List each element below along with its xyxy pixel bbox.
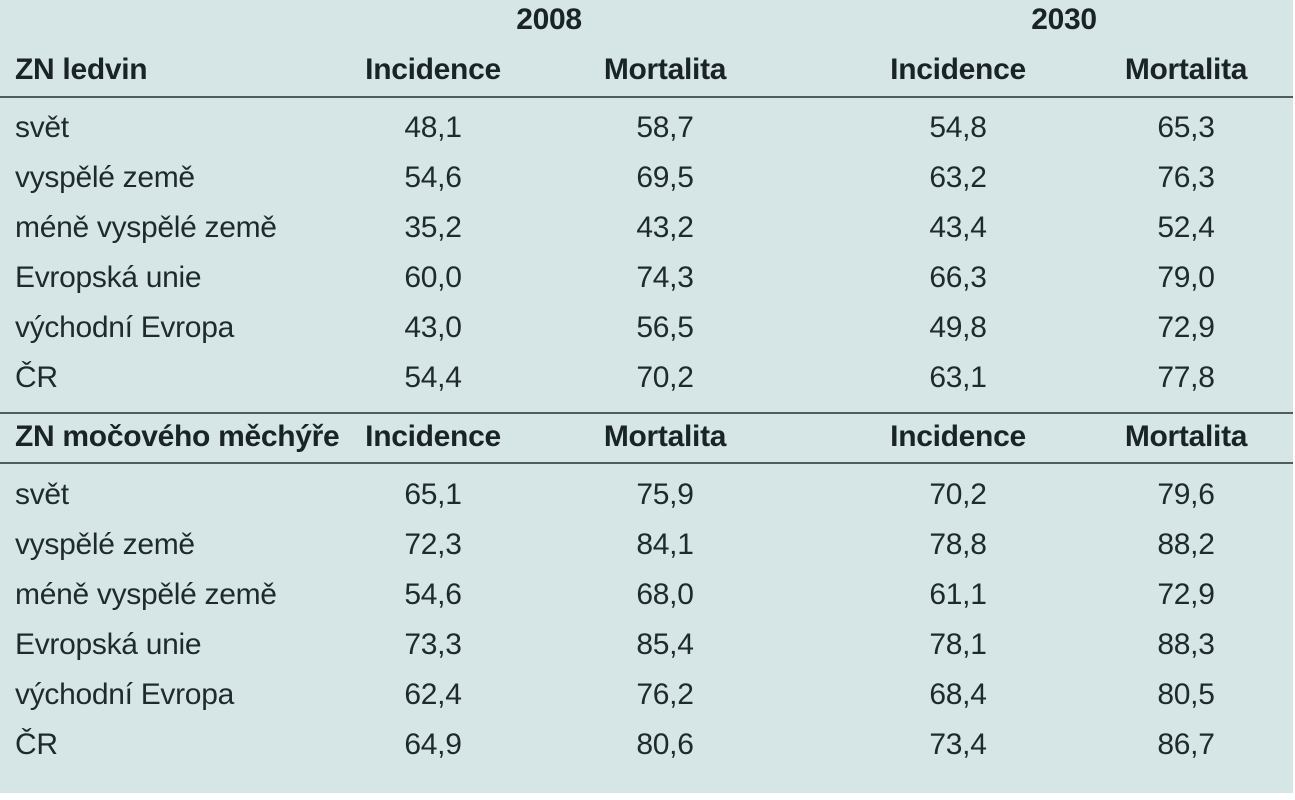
table-cell: 77,8 (1157, 361, 1215, 394)
table-row: méně vyspělé země 35,2 43,2 43,4 52,4 (0, 203, 1293, 253)
divider (0, 96, 1293, 98)
column-header: Mortalita (603, 53, 727, 86)
table-row: východní Evropa 43,0 56,5 49,8 72,9 (0, 303, 1293, 353)
table-cell: 54,6 (404, 161, 462, 194)
section-title: ZN močového měchýře (15, 420, 340, 453)
table-cell: 61,1 (929, 578, 987, 611)
table-cell: 88,2 (1157, 528, 1215, 561)
row-label: východní Evropa (15, 678, 234, 711)
year-header-row: 2008 2030 (0, 0, 1293, 45)
table-row: svět 48,1 58,7 54,8 65,3 (0, 103, 1293, 153)
table-cell: 43,4 (929, 211, 987, 244)
table-cell: 49,8 (929, 311, 987, 344)
table-cell: 58,7 (636, 111, 694, 144)
table-cell: 86,7 (1157, 728, 1215, 761)
column-header: Incidence (890, 53, 1026, 86)
row-label: vyspělé země (15, 161, 195, 194)
table-cell: 68,0 (636, 578, 694, 611)
table-cell: 85,4 (636, 628, 694, 661)
table-row: svět 65,1 75,9 70,2 79,6 (0, 470, 1293, 520)
table-row: Evropská unie 73,3 85,4 78,1 88,3 (0, 620, 1293, 670)
column-header: Incidence (365, 420, 501, 453)
table-cell: 48,1 (404, 111, 462, 144)
year-header: 2008 (516, 3, 582, 36)
table-cell: 52,4 (1157, 211, 1215, 244)
row-label: svět (15, 111, 69, 144)
table-cell: 65,3 (1157, 111, 1215, 144)
table-cell: 68,4 (929, 678, 987, 711)
column-header: Incidence (365, 53, 501, 86)
table-cell: 35,2 (404, 211, 462, 244)
row-label: méně vyspělé země (15, 211, 277, 244)
table-row: méně vyspělé země 54,6 68,0 61,1 72,9 (0, 570, 1293, 620)
table-cell: 79,0 (1157, 261, 1215, 294)
table-row: východní Evropa 62,4 76,2 68,4 80,5 (0, 670, 1293, 720)
table-cell: 56,5 (636, 311, 694, 344)
table-cell: 75,9 (636, 478, 694, 511)
table-row: vyspělé země 72,3 84,1 78,8 88,2 (0, 520, 1293, 570)
table-cell: 72,3 (404, 528, 462, 561)
table-cell: 66,3 (929, 261, 987, 294)
table-cell: 65,1 (404, 478, 462, 511)
table-row: vyspělé země 54,6 69,5 63,2 76,3 (0, 153, 1293, 203)
table-cell: 78,1 (929, 628, 987, 661)
section-title: ZN ledvin (15, 53, 148, 86)
table-row: ČR 64,9 80,6 73,4 86,7 (0, 720, 1293, 770)
table-cell: 84,1 (636, 528, 694, 561)
table-row: Evropská unie 60,0 74,3 66,3 79,0 (0, 253, 1293, 303)
table-cell: 70,2 (636, 361, 694, 394)
row-label: východní Evropa (15, 311, 234, 344)
table-cell: 43,2 (636, 211, 694, 244)
divider (0, 412, 1293, 414)
table-cell: 73,3 (404, 628, 462, 661)
table-cell: 80,6 (636, 728, 694, 761)
table-cell: 79,6 (1157, 478, 1215, 511)
table-cell: 76,2 (636, 678, 694, 711)
column-header: Mortalita (1124, 420, 1248, 453)
row-label: méně vyspělé země (15, 578, 277, 611)
row-label: ČR (15, 361, 58, 394)
row-label: vyspělé země (15, 528, 195, 561)
table-cell: 73,4 (929, 728, 987, 761)
table-cell: 72,9 (1157, 578, 1215, 611)
table-cell: 74,3 (636, 261, 694, 294)
table-cell: 63,2 (929, 161, 987, 194)
row-label: Evropská unie (15, 628, 202, 661)
table-cell: 78,8 (929, 528, 987, 561)
table-cell: 80,5 (1157, 678, 1215, 711)
table-cell: 69,5 (636, 161, 694, 194)
table-cell: 43,0 (404, 311, 462, 344)
table-cell: 54,4 (404, 361, 462, 394)
row-label: ČR (15, 728, 58, 761)
column-header: Mortalita (603, 420, 727, 453)
section-header-row: ZN ledvin Incidence Mortalita Incidence Mort… (0, 45, 1293, 95)
year-header: 2030 (1031, 3, 1097, 36)
table-cell: 54,8 (929, 111, 987, 144)
row-label: Evropská unie (15, 261, 202, 294)
table-cell: 72,9 (1157, 311, 1215, 344)
table-cell: 63,1 (929, 361, 987, 394)
section-header-row: ZN močového měchýře Incidence Mortalita Inc… (0, 412, 1293, 462)
table-cell: 62,4 (404, 678, 462, 711)
table-row: ČR 54,4 70,2 63,1 77,8 (0, 353, 1293, 403)
row-label: svět (15, 478, 69, 511)
table-cell: 76,3 (1157, 161, 1215, 194)
table-cell: 64,9 (404, 728, 462, 761)
table-cell: 88,3 (1157, 628, 1215, 661)
divider (0, 462, 1293, 464)
column-header: Incidence (890, 420, 1026, 453)
table-cell: 70,2 (929, 478, 987, 511)
column-header: Mortalita (1124, 53, 1248, 86)
table-cell: 54,6 (404, 578, 462, 611)
table-cell: 60,0 (404, 261, 462, 294)
